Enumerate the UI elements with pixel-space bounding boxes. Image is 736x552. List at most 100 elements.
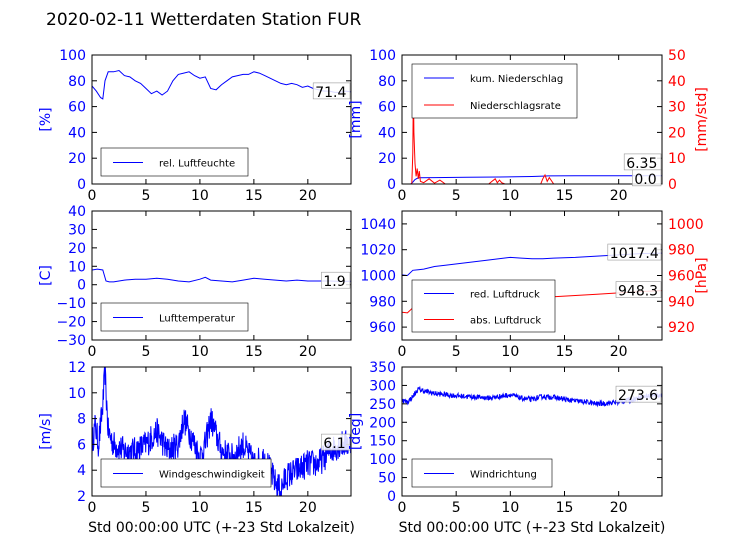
y-tick-label: 30 — [68, 222, 86, 238]
series-line-humidity-0 — [92, 69, 351, 100]
y-tick-label: 980 — [369, 294, 396, 310]
axes-frame — [91, 54, 352, 185]
panel-precipitation: 0 5 10 15 20 0 20 40 60 80 100 0 10 20 30 40 50 [mm] [mm/s… — [348, 48, 710, 204]
axes-frame — [91, 210, 352, 341]
y-tick-label: 40 — [68, 204, 86, 220]
y-tick-label: 8 — [77, 412, 86, 428]
panel-windspeed: 0 5 10 15 20 2 4 6 8 10 12 [m/s] Std 00:00:00 UTC (+… — [38, 360, 355, 536]
x-tick-label: 20 — [610, 500, 628, 516]
x-tick-label: 20 — [299, 500, 317, 516]
y-axis-label: [C] — [38, 265, 54, 286]
last-value-label-2-box — [632, 169, 662, 187]
x-tick-label: 0 — [88, 344, 97, 360]
y2-axis-label: [mm/std] — [694, 87, 710, 152]
y-tick-label: 100 — [369, 452, 396, 468]
legend-label: Lufttemperatur — [159, 314, 236, 325]
x-tick-label: 10 — [191, 500, 209, 516]
y2-tick-label: 10 — [668, 151, 686, 167]
x-tick-label: 20 — [610, 344, 628, 360]
last-value-label-box — [607, 243, 662, 261]
x-tick-label: 0 — [88, 500, 97, 516]
y-tick-label: 10 — [68, 259, 86, 275]
y-tick-label: 150 — [369, 434, 396, 450]
x-tick-label: 10 — [501, 344, 519, 360]
y-tick-label: 0 — [387, 177, 396, 193]
x-tick-label: 5 — [141, 344, 150, 360]
y-tick-label: 100 — [369, 48, 396, 64]
y-tick-label: 0 — [387, 489, 396, 505]
last-value-label-box — [312, 82, 351, 100]
last-value-label-box — [321, 271, 351, 289]
last-value-label: 6.1 — [323, 436, 345, 452]
y-tick-label: 2 — [77, 489, 86, 505]
legend-label: rel. Luftfeuchte — [159, 159, 235, 170]
y-tick-label: 250 — [369, 397, 396, 413]
panel-humidity: 0 5 10 15 20 0 20 40 60 80 100 [%] rel. Luftfeuchte 7… — [38, 48, 352, 204]
y-tick-label: 12 — [68, 360, 86, 376]
y-tick-label: −30 — [56, 333, 86, 349]
legend-label: red. Luftdruck — [470, 290, 540, 301]
y-tick-label: 20 — [378, 151, 396, 167]
legend-box — [411, 63, 578, 119]
axes-frame — [91, 366, 352, 497]
x-tick-label: 15 — [556, 344, 574, 360]
x-tick-label: 20 — [299, 188, 317, 204]
y2-tick-label: 50 — [668, 48, 686, 64]
y2-tick-label: 960 — [668, 269, 695, 285]
x-tick-label: 0 — [88, 188, 97, 204]
y2-tick-label: 0 — [668, 177, 677, 193]
y2-tick-label: 940 — [668, 294, 695, 310]
y-tick-label: 960 — [369, 320, 396, 336]
x-tick-label: 10 — [501, 500, 519, 516]
last-value-label-2-box — [615, 281, 662, 298]
legend-label: kum. Niederschlag — [470, 74, 563, 85]
last-value-label: 273.6 — [618, 388, 658, 404]
x-tick-label: 20 — [610, 188, 628, 204]
y-tick-label: 80 — [68, 74, 86, 90]
x-tick-label: 0 — [398, 500, 407, 516]
y-axis-label: [%] — [38, 107, 54, 131]
x-tick-label: 10 — [191, 344, 209, 360]
y-tick-label: 300 — [369, 378, 396, 394]
y-tick-label: −20 — [56, 315, 86, 331]
y-tick-label: 40 — [378, 125, 396, 141]
y2-tick-label: 920 — [668, 320, 695, 336]
y2-tick-label: 30 — [668, 100, 686, 116]
y2-tick-label: 40 — [668, 74, 686, 90]
legend-label: Niederschlagsrate — [470, 101, 561, 112]
y-tick-label: 0 — [77, 177, 86, 193]
series-line-precipitation-1 — [402, 85, 662, 184]
y-axis-label: [deg] — [348, 413, 364, 450]
x-axis-label: Std 00:00:00 UTC (+-23 Std Lokalzeit) — [399, 520, 666, 536]
x-tick-label: 5 — [452, 344, 461, 360]
panel-pressure: 0 5 10 15 20 960 980 1000 1020 1040 920 940 960 980 10… — [360, 210, 710, 360]
last-value-label: 6.35 — [626, 156, 657, 172]
x-axis-label: Std 00:00:00 UTC (+-23 Std Lokalzeit) — [88, 520, 355, 536]
last-value-label: 1.9 — [323, 274, 345, 290]
last-value-label: 71.4 — [315, 85, 346, 101]
y-tick-label: 100 — [59, 48, 86, 64]
x-tick-label: 0 — [398, 188, 407, 204]
axes-frame — [401, 366, 663, 497]
y2-tick-label: 1000 — [668, 217, 704, 233]
y-axis-label: [mm] — [348, 100, 364, 138]
panel-temperature: 0 5 10 15 20 −30 −20 −10 0 10 20 30 40 [C] Lufttempera… — [38, 204, 352, 360]
y2-tick-label: 980 — [668, 243, 695, 259]
legend-label: Windrichtung — [470, 470, 537, 481]
legend-box — [411, 279, 556, 333]
x-tick-label: 10 — [191, 188, 209, 204]
x-tick-label: 20 — [299, 344, 317, 360]
x-tick-label: 15 — [556, 188, 574, 204]
y-tick-label: 40 — [68, 125, 86, 141]
y-tick-label: 1000 — [360, 269, 396, 285]
x-tick-label: 5 — [452, 500, 461, 516]
y-tick-label: 80 — [378, 74, 396, 90]
y-tick-label: 0 — [77, 278, 86, 294]
x-tick-label: 15 — [245, 188, 263, 204]
y-axis-label: [m/s] — [38, 413, 54, 450]
y-tick-label: 200 — [369, 415, 396, 431]
y-tick-label: 6 — [77, 437, 86, 453]
series-line-precipitation-0 — [402, 175, 662, 184]
